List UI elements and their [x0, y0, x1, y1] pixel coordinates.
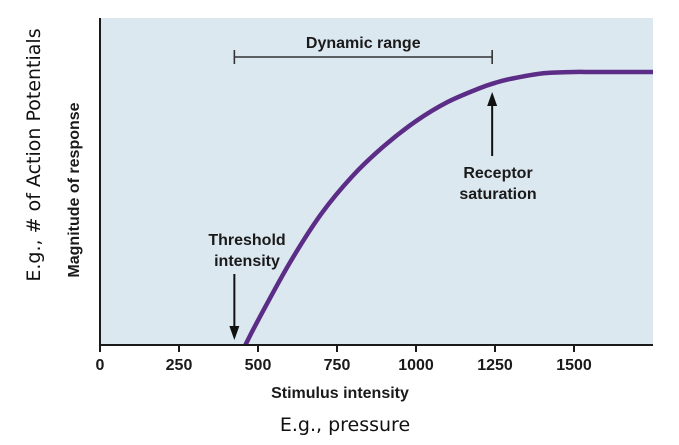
y-axis-title: Magnitude of response [66, 102, 83, 277]
x-tick-label: 0 [96, 357, 105, 374]
dynamic-range-bracket [233, 50, 493, 64]
threshold-arrow [229, 274, 240, 340]
response-curve [243, 69, 653, 347]
x-tick-label: 1000 [398, 357, 434, 374]
x-tick-label: 500 [245, 357, 272, 374]
threshold-label-line1: Threshold [208, 232, 285, 249]
x-ticks: 0 250 500 750 1000 1250 1500 [96, 345, 592, 374]
plot-background [100, 18, 653, 345]
x-tick-label: 250 [166, 357, 193, 374]
saturation-label-line1: Receptor [463, 165, 532, 182]
threshold-arrow-head [229, 326, 240, 340]
x-tick-label: 750 [324, 357, 351, 374]
saturation-arrow-head [487, 92, 498, 106]
x-tick-label: 1500 [556, 357, 592, 374]
x-tick-label: 1250 [477, 357, 513, 374]
saturation-arrow [487, 92, 498, 156]
threshold-label-line2: intensity [214, 253, 280, 270]
y-example-label: E.g., # of Action Potentials [23, 28, 45, 281]
x-example-label: E.g., pressure [280, 414, 410, 436]
x-axis-title: Stimulus intensity [271, 385, 409, 402]
dynamic-range-label: Dynamic range [306, 35, 421, 52]
saturation-label-line2: saturation [459, 186, 536, 203]
curve-layer [243, 69, 653, 347]
